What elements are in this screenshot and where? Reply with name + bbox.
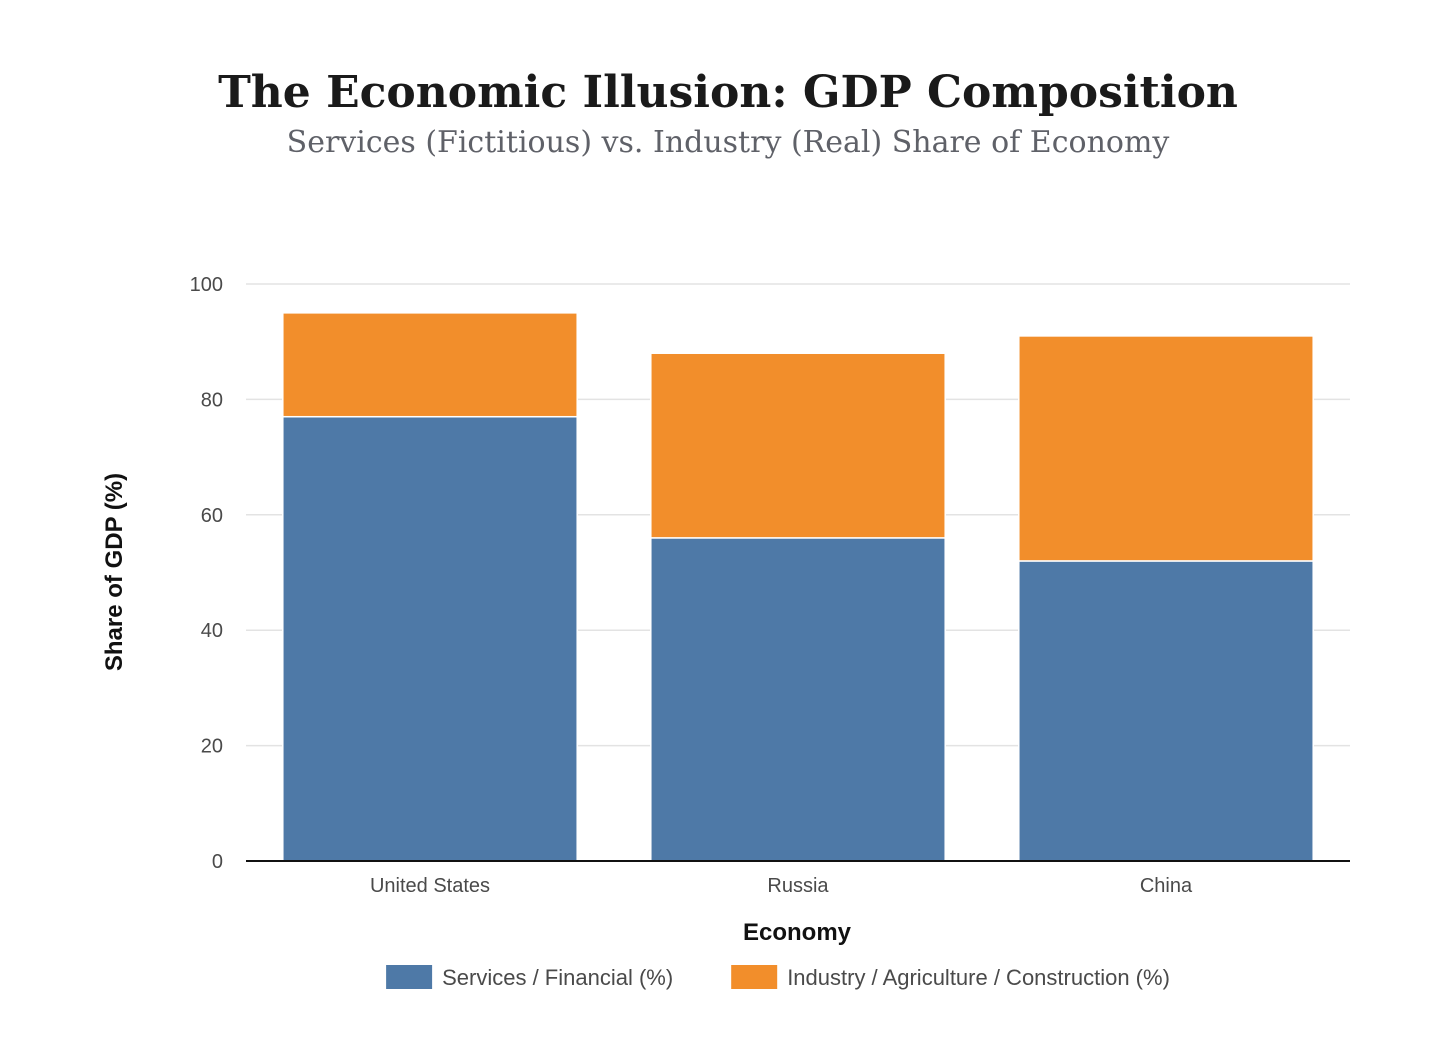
y-tick-label: 60 [201,505,223,527]
bar-industry-china [1018,335,1314,562]
legend: Services / Financial (%) Industry / Agric… [386,965,1170,990]
y-tick-label: 100 [190,274,223,296]
bar-services-china [1018,560,1314,862]
legend-label: Industry / Agriculture / Construction (%… [787,965,1170,990]
legend-swatch [731,965,778,989]
x-axis-title: Economy [743,919,852,946]
chart-subtitle: Services (Fictitious) vs. Industry (Real… [287,125,1170,160]
legend-label: Services / Financial (%) [442,965,673,990]
bar-industry-united-states [282,312,578,418]
y-tick-label: 0 [212,851,223,873]
x-axis-categories: United States Russia China [370,875,1193,897]
x-category-label: United States [370,875,490,897]
bars [282,312,1314,862]
x-category-label: China [1140,875,1193,897]
chart-title: The Economic Illusion: GDP Composition [218,67,1238,118]
y-axis-ticks: 0 20 40 60 80 100 [190,274,223,873]
legend-swatch [386,965,433,989]
legend-item-industry: Industry / Agriculture / Construction (%… [731,965,1170,990]
bar-industry-russia [650,352,946,539]
y-tick-label: 80 [201,389,223,411]
y-tick-label: 40 [201,620,223,642]
y-tick-label: 20 [201,736,223,758]
bar-services-russia [650,537,946,862]
legend-item-services: Services / Financial (%) [386,965,673,990]
y-axis-title: Share of GDP (%) [101,473,128,671]
bar-services-united-states [282,415,578,862]
x-category-label: Russia [767,875,829,897]
